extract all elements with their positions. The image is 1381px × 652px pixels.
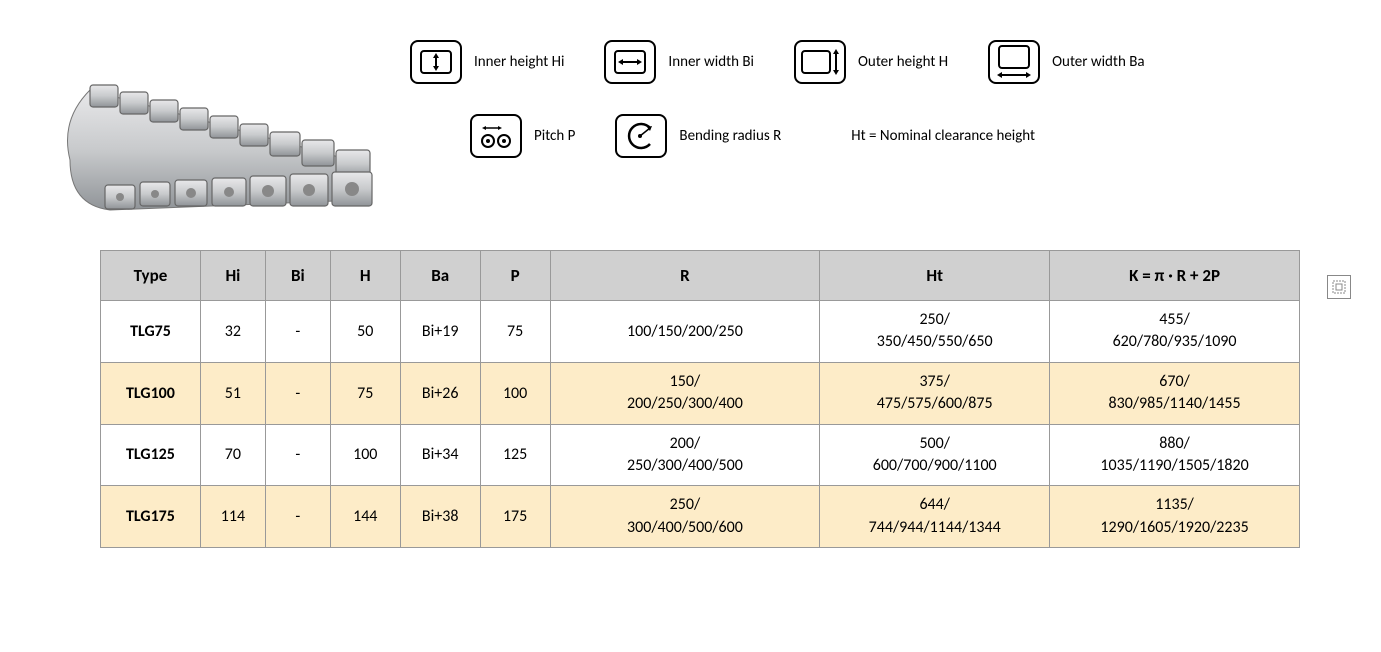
type-cell: TLG125 xyxy=(101,424,201,486)
data-cell: 250/300/400/500/600 xyxy=(550,486,820,548)
legend-label: Outer width Ba xyxy=(1052,53,1144,71)
legend-row-2: Pitch P Bending radius R Ht = Nominal cl… xyxy=(410,114,1341,158)
type-cell: TLG75 xyxy=(101,301,201,363)
table-row: TLG7532-50Bi+1975100/150/200/250250/350/… xyxy=(101,301,1300,363)
table-header: TypeHiBiHBaPRHtK = π · R + 2P xyxy=(101,251,1300,301)
data-cell: - xyxy=(265,486,330,548)
table-row: TLG12570-100Bi+34125200/250/300/400/5005… xyxy=(101,424,1300,486)
outer-width-icon xyxy=(988,40,1040,84)
data-cell: - xyxy=(265,301,330,363)
data-cell: 250/350/450/550/650 xyxy=(820,301,1050,363)
table-row: TLG175114-144Bi+38175250/300/400/500/600… xyxy=(101,486,1300,548)
legend-label: Inner height Hi xyxy=(474,53,564,71)
legend-label: Bending radius R xyxy=(679,127,781,145)
data-cell: 70 xyxy=(200,424,265,486)
table-header-cell: K = π · R + 2P xyxy=(1050,251,1300,301)
data-cell: 200/250/300/400/500 xyxy=(550,424,820,486)
legend-label: Inner width Bi xyxy=(668,53,754,71)
data-cell: 150/200/250/300/400 xyxy=(550,362,820,424)
legend-outer-width: Outer width Ba xyxy=(988,40,1144,84)
data-cell: 455/620/780/935/1090 xyxy=(1050,301,1300,363)
data-cell: 75 xyxy=(330,362,400,424)
legend-outer-height: Outer height H xyxy=(794,40,948,84)
table-header-cell: Type xyxy=(101,251,201,301)
legend-pitch: Pitch P xyxy=(470,114,575,158)
legend-inner-height: Inner height Hi xyxy=(410,40,564,84)
table-header-cell: R xyxy=(550,251,820,301)
pitch-icon xyxy=(470,114,522,158)
ht-note: Ht = Nominal clearance height xyxy=(851,127,1035,145)
legend-label: Outer height H xyxy=(858,53,948,71)
table-row: TLG10051-75Bi+26100150/200/250/300/40037… xyxy=(101,362,1300,424)
data-cell: 114 xyxy=(200,486,265,548)
data-cell: Bi+34 xyxy=(400,424,480,486)
table-header-cell: Ba xyxy=(400,251,480,301)
top-section: Inner height Hi Inner width Bi Outer hei… xyxy=(40,20,1341,220)
data-cell: 175 xyxy=(480,486,550,548)
data-cell: 880/1035/1190/1505/1820 xyxy=(1050,424,1300,486)
legend-bending-radius: Bending radius R xyxy=(615,114,781,158)
cable-chain-illustration xyxy=(40,20,380,220)
data-cell: Bi+19 xyxy=(400,301,480,363)
data-cell: 51 xyxy=(200,362,265,424)
type-cell: TLG100 xyxy=(101,362,201,424)
table-header-cell: P xyxy=(480,251,550,301)
data-cell: 670/830/985/1140/1455 xyxy=(1050,362,1300,424)
data-cell: Bi+26 xyxy=(400,362,480,424)
data-cell: - xyxy=(265,362,330,424)
table-header-cell: Hi xyxy=(200,251,265,301)
spec-table: TypeHiBiHBaPRHtK = π · R + 2P TLG7532-50… xyxy=(100,250,1300,548)
data-cell: - xyxy=(265,424,330,486)
expand-table-icon[interactable] xyxy=(1327,275,1351,299)
data-cell: 500/600/700/900/1100 xyxy=(820,424,1050,486)
inner-width-icon xyxy=(604,40,656,84)
inner-height-icon xyxy=(410,40,462,84)
table-body: TLG7532-50Bi+1975100/150/200/250250/350/… xyxy=(101,301,1300,548)
data-cell: 100/150/200/250 xyxy=(550,301,820,363)
legend-label: Pitch P xyxy=(534,127,575,145)
table-header-cell: H xyxy=(330,251,400,301)
legend-area: Inner height Hi Inner width Bi Outer hei… xyxy=(410,20,1341,188)
product-image xyxy=(40,20,380,220)
data-cell: 32 xyxy=(200,301,265,363)
data-cell: 125 xyxy=(480,424,550,486)
bending-radius-icon xyxy=(615,114,667,158)
data-cell: 375/475/575/600/875 xyxy=(820,362,1050,424)
legend-row-1: Inner height Hi Inner width Bi Outer hei… xyxy=(410,40,1341,84)
data-cell: 100 xyxy=(330,424,400,486)
table-header-cell: Bi xyxy=(265,251,330,301)
legend-inner-width: Inner width Bi xyxy=(604,40,754,84)
data-cell: Bi+38 xyxy=(400,486,480,548)
data-cell: 50 xyxy=(330,301,400,363)
data-cell: 1135/1290/1605/1920/2235 xyxy=(1050,486,1300,548)
type-cell: TLG175 xyxy=(101,486,201,548)
data-cell: 75 xyxy=(480,301,550,363)
outer-height-icon xyxy=(794,40,846,84)
data-cell: 644/744/944/1144/1344 xyxy=(820,486,1050,548)
data-cell: 144 xyxy=(330,486,400,548)
table-header-cell: Ht xyxy=(820,251,1050,301)
data-cell: 100 xyxy=(480,362,550,424)
